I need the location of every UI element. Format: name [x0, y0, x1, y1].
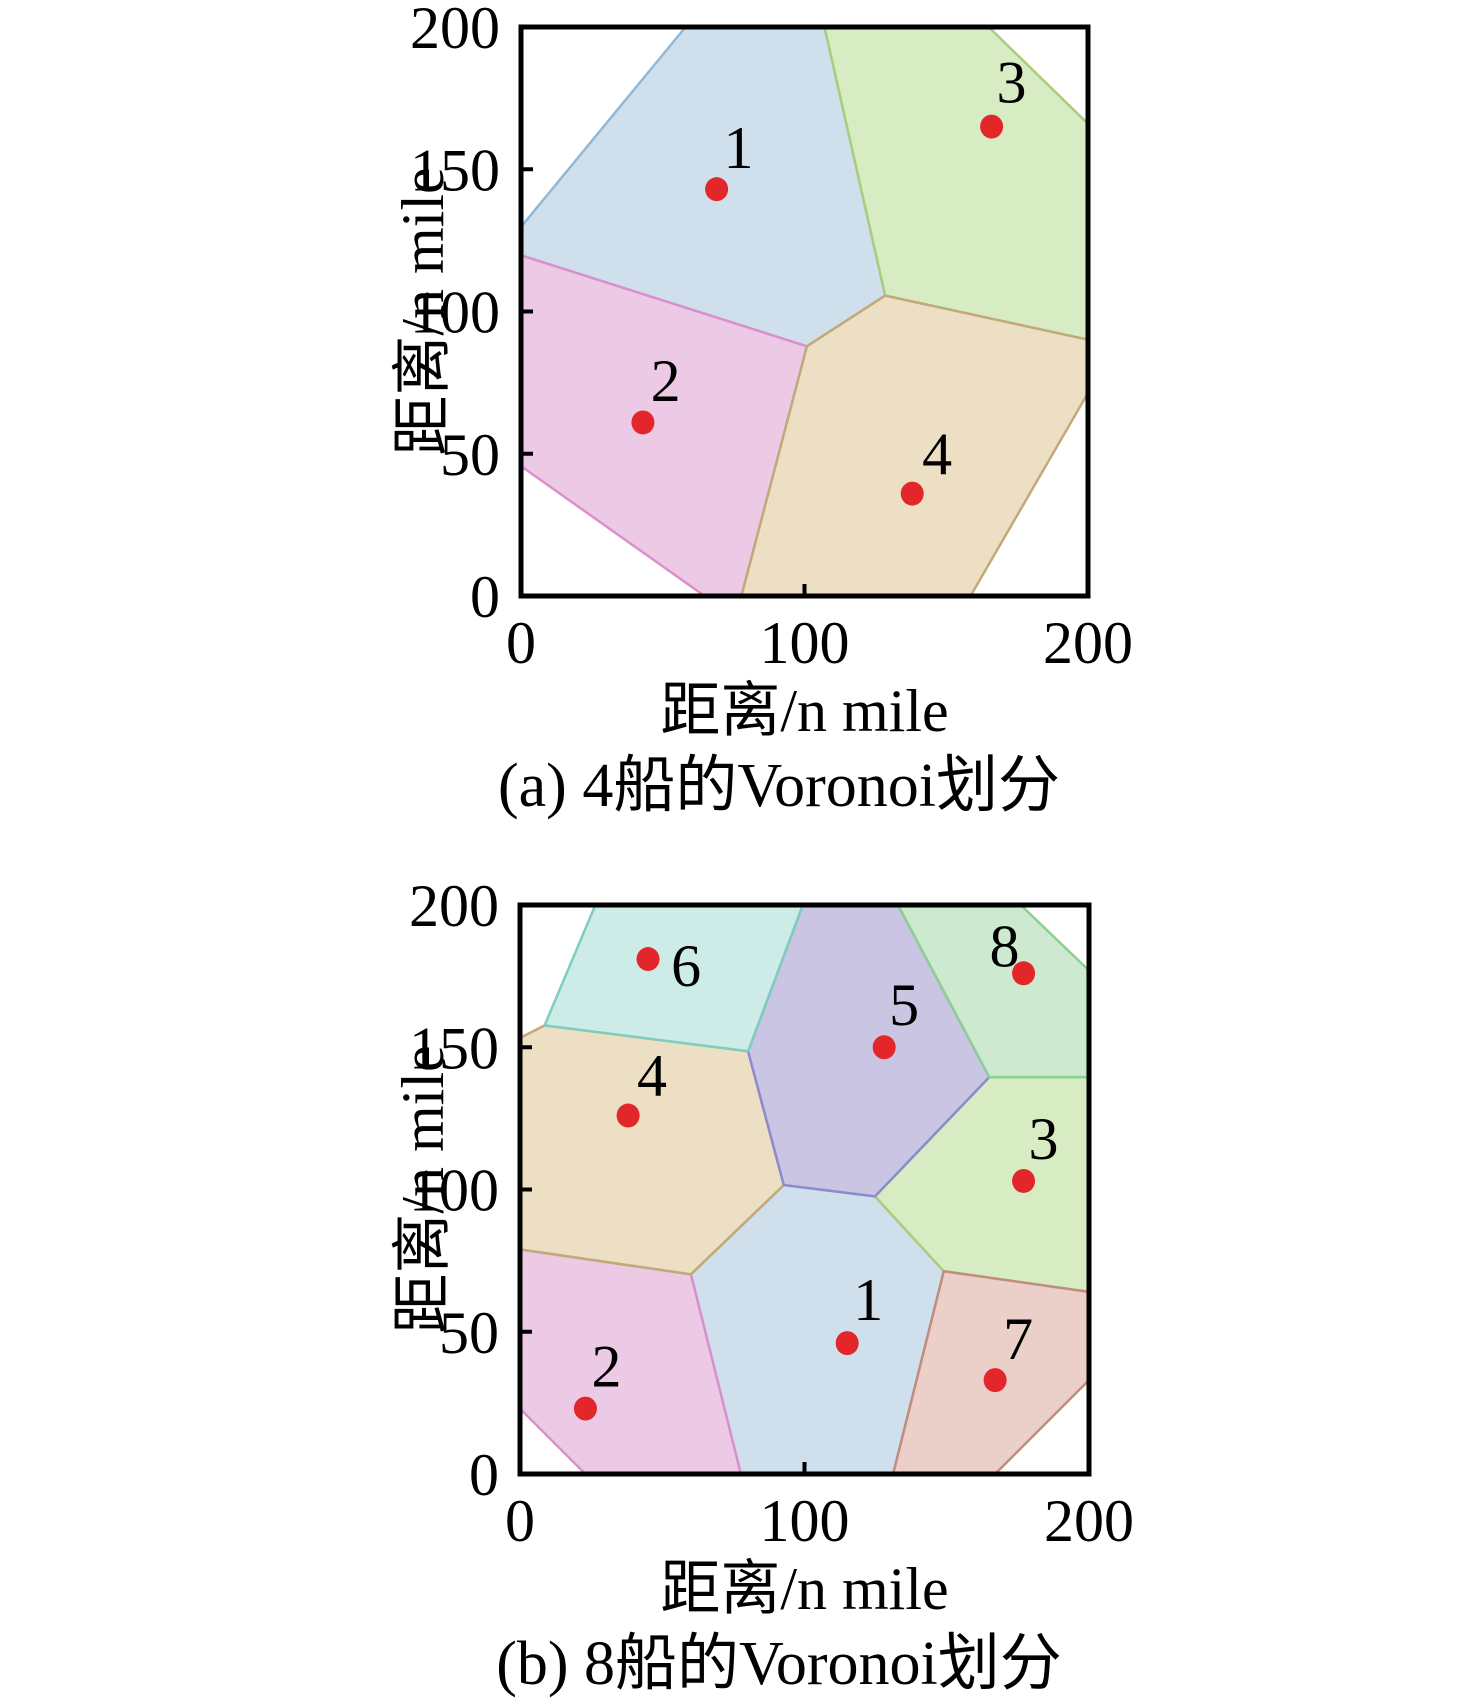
x-tick-label-a: 0: [506, 610, 536, 676]
site-dot-b-4: [616, 1103, 640, 1128]
y-tick-label-a: 50: [440, 422, 500, 488]
site-label-b-7: 7: [1003, 1306, 1033, 1372]
y-tick-label-b: 50: [439, 1300, 499, 1366]
x-axis-label-a: 距离/n mile: [660, 678, 948, 744]
x-tick-label-b: 0: [505, 1488, 535, 1554]
site-dot-a-3: [980, 114, 1004, 139]
site-dot-a-4: [900, 481, 924, 506]
site-dot-a-1: [705, 177, 729, 202]
x-tick-label-b: 100: [760, 1488, 850, 1554]
caption-b: (b) 8船的Voronoi划分: [496, 1630, 1061, 1698]
y-tick-label-b: 150: [409, 1015, 499, 1081]
site-label-a-1: 1: [723, 115, 753, 181]
x-tick-label-b: 200: [1044, 1488, 1134, 1554]
site-dot-b-6: [636, 947, 660, 972]
plot-a: 0 100 200 0 50 100 150 200 距离/n mile 距离/n mile 1 2 3…: [390, 0, 1133, 820]
y-axis-label-a: 距离/n mile: [390, 167, 456, 455]
site-dot-a-2: [631, 410, 655, 435]
site-label-b-5: 5: [889, 972, 919, 1038]
x-tick-label-a: 200: [1043, 610, 1133, 676]
y-tick-label-a: 150: [410, 137, 500, 203]
y-tick-label-a: 200: [410, 0, 500, 61]
caption-a: (a) 4船的Voronoi划分: [498, 752, 1060, 820]
y-tick-label-b: 200: [409, 873, 499, 939]
site-label-a-2: 2: [651, 348, 681, 414]
site-label-b-1: 1: [853, 1267, 883, 1333]
site-dot-b-7: [983, 1368, 1007, 1393]
plot-b: 0 100 200 0 50 100 150 200 距离/n mile 距离/n mile 1 2 3…: [390, 873, 1134, 1698]
site-label-b-3: 3: [1028, 1106, 1058, 1172]
x-tick-label-a: 100: [760, 610, 850, 676]
y-tick-label-a: 100: [410, 280, 500, 346]
site-label-b-2: 2: [591, 1333, 621, 1399]
y-tick-label-a: 0: [470, 564, 500, 630]
x-axis-label-b: 距离/n mile: [660, 1556, 948, 1622]
y-tick-label-b: 100: [409, 1158, 499, 1224]
site-label-a-4: 4: [922, 421, 952, 487]
site-dot-b-3: [1012, 1168, 1036, 1193]
site-dot-b-1: [835, 1331, 859, 1356]
site-dot-b-5: [872, 1035, 896, 1060]
y-tick-label-b: 0: [469, 1442, 499, 1508]
site-label-b-4: 4: [637, 1043, 667, 1109]
site-dot-b-8: [1012, 961, 1036, 986]
site-label-b-8: 8: [990, 913, 1020, 979]
site-label-a-3: 3: [996, 49, 1026, 115]
site-label-b-6: 6: [671, 933, 701, 999]
y-axis-label-b: 距离/n mile: [390, 1045, 456, 1333]
site-dot-b-2: [573, 1396, 597, 1421]
